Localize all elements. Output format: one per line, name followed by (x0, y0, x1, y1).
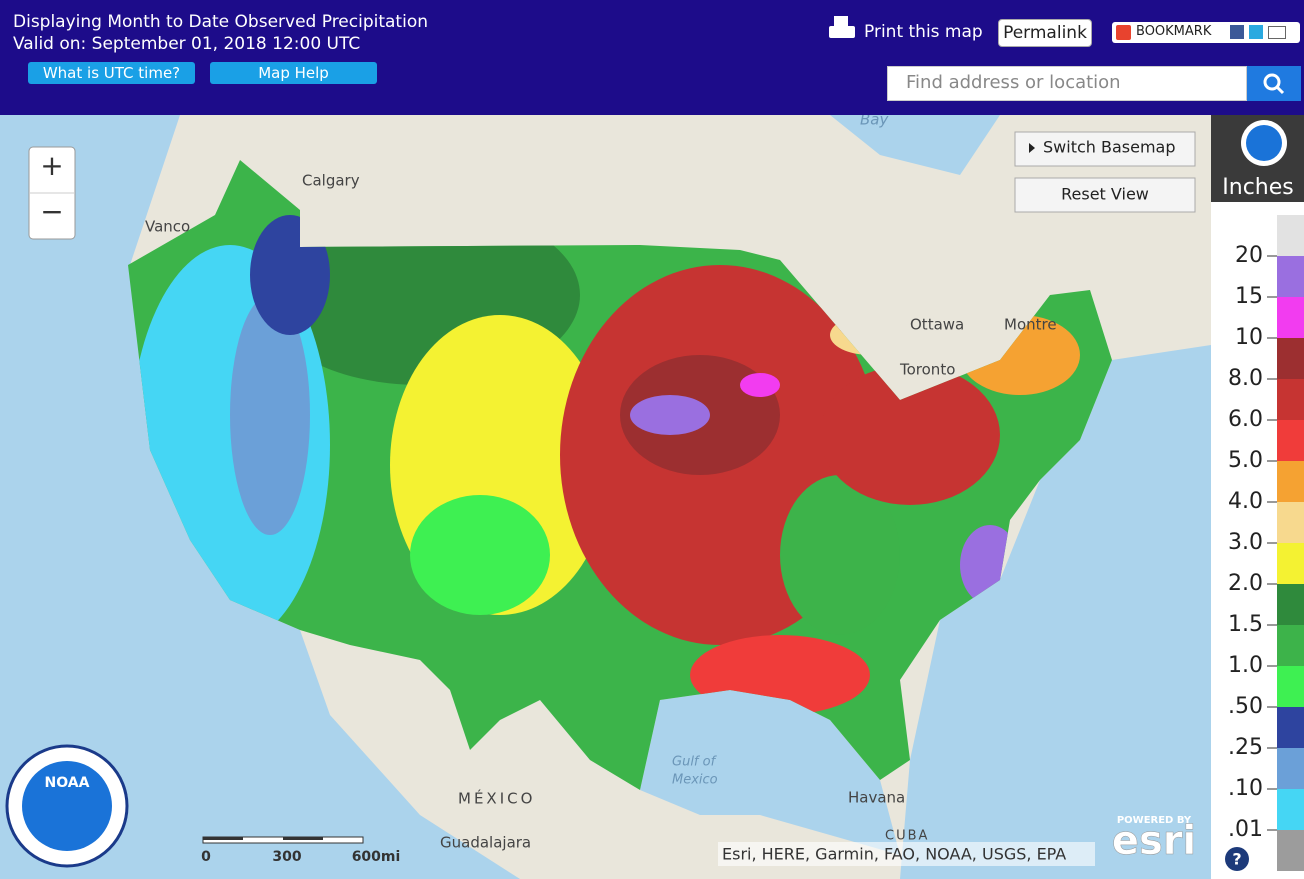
esri-logo: esri (1112, 818, 1196, 864)
search-button[interactable] (1247, 66, 1301, 101)
map[interactable]: Calgary Vanco Ottawa Montre Toronto Bay … (0, 115, 1211, 879)
legend-label: 5.0 (1228, 448, 1263, 473)
atlantic-ocean (900, 345, 1211, 879)
esri-powered: POWERED BY (1117, 815, 1192, 826)
legend-label: 4.0 (1228, 489, 1263, 514)
legend-swatch (1277, 748, 1304, 789)
legend-label: 3.0 (1228, 530, 1263, 555)
pacific-ocean (0, 115, 520, 879)
hudson-bay (830, 115, 1000, 175)
legend-label: 10 (1235, 325, 1263, 350)
legend: Inches 20 15 10 8.0 6.0 5.0 4.0 3.0 2.0 1.5 1.0 .50… (1211, 115, 1304, 879)
switch-basemap-text: Switch Basemap (1043, 138, 1176, 157)
legend-swatch (1277, 830, 1304, 871)
legend-swatch (1277, 297, 1304, 338)
place-label: Mexico (672, 773, 718, 788)
legend-unit: Inches (1222, 175, 1293, 200)
legend-swatch (1277, 256, 1304, 297)
facebook-icon (1230, 25, 1244, 39)
place-label: Montre (1004, 316, 1057, 334)
help-icon[interactable] (1225, 847, 1249, 871)
caret (1029, 143, 1035, 153)
scale-label: 300 (272, 849, 301, 865)
search-icon (1263, 73, 1285, 95)
legend-swatch (1277, 420, 1304, 461)
valid-time: Valid on: September 01, 2018 12:00 UTC (13, 34, 361, 54)
twitter-icon (1249, 25, 1263, 39)
legend-label: 15 (1235, 284, 1263, 309)
noaa-logo: NOAA (5, 744, 129, 868)
legend-label: .10 (1228, 776, 1263, 801)
email-icon (1268, 26, 1286, 39)
legend-label: 20 (1235, 243, 1263, 268)
scale-label: 600mi (352, 849, 401, 865)
zoom-in[interactable]: + (40, 149, 63, 182)
scale-label: 0 (201, 849, 211, 865)
legend-swatch (1277, 502, 1304, 543)
zoom-out[interactable]: − (40, 195, 63, 228)
legend-swatch (1277, 707, 1304, 748)
legend-swatch (1277, 215, 1304, 256)
place-label: Havana (848, 789, 905, 807)
place-label: MÉXICO (458, 789, 535, 808)
legend-swatch (1277, 543, 1304, 584)
permalink-button[interactable]: Permalink (998, 19, 1092, 47)
legend-label: 1.0 (1228, 653, 1263, 678)
place-labels: Calgary Vanco Ottawa Montre Toronto Bay … (145, 115, 1057, 852)
legend-swatch (1277, 625, 1304, 666)
legend-swatch (1277, 379, 1304, 420)
search-placeholder: Find address or location (906, 72, 1121, 93)
reset-view-button[interactable] (1014, 177, 1196, 213)
place-label: Toronto (899, 361, 955, 379)
legend-label: 1.5 (1228, 612, 1263, 637)
bookmark-icon (1116, 25, 1131, 40)
place-label: Calgary (302, 172, 360, 190)
noaa-icon-inner (1246, 125, 1282, 161)
switch-basemap-button[interactable] (1014, 131, 1196, 167)
legend-swatch (1277, 789, 1304, 830)
place-label: Gulf of (672, 755, 718, 770)
legend-swatch (1277, 666, 1304, 707)
print-link[interactable]: Print this map (864, 22, 983, 42)
place-label: Guadalajara (440, 834, 531, 852)
legend-label: .01 (1228, 817, 1263, 842)
legend-label: 8.0 (1228, 366, 1263, 391)
scale-bar: 0 300 600mi (201, 836, 401, 865)
place-label: Ottawa (910, 316, 964, 334)
place-label: Bay (860, 115, 889, 129)
gulf (640, 690, 900, 855)
header: Displaying Month to Date Observed Precip… (0, 0, 1304, 115)
legend-label: 2.0 (1228, 571, 1263, 596)
legend-swatch (1277, 338, 1304, 379)
legend-label: 6.0 (1228, 407, 1263, 432)
place-label: CUBA (885, 829, 929, 844)
title: Displaying Month to Date Observed Precip… (13, 12, 428, 32)
printer-icon[interactable] (828, 14, 858, 42)
place-label: Vanco (145, 218, 190, 236)
help-text: ? (1232, 850, 1241, 869)
noaa-text: NOAA (45, 775, 90, 791)
legend-label: .25 (1228, 735, 1263, 760)
utc-button[interactable]: What is UTC time? (28, 62, 195, 84)
attribution: Esri, HERE, Garmin, FAO, NOAA, USGS, EPA (722, 845, 1066, 864)
bookmark-text: BOOKMARK (1136, 24, 1212, 39)
legend-swatch (1277, 461, 1304, 502)
legend-label: .50 (1228, 694, 1263, 719)
legend-swatch (1277, 584, 1304, 625)
zoom-control: + − (28, 146, 76, 240)
attribution-bg (718, 842, 1095, 866)
reset-view-text: Reset View (1061, 185, 1149, 204)
bookmark-button[interactable]: BOOKMARK (1112, 22, 1300, 43)
help-button[interactable]: Map Help (210, 62, 377, 84)
search-input[interactable]: Find address or location (887, 66, 1247, 101)
